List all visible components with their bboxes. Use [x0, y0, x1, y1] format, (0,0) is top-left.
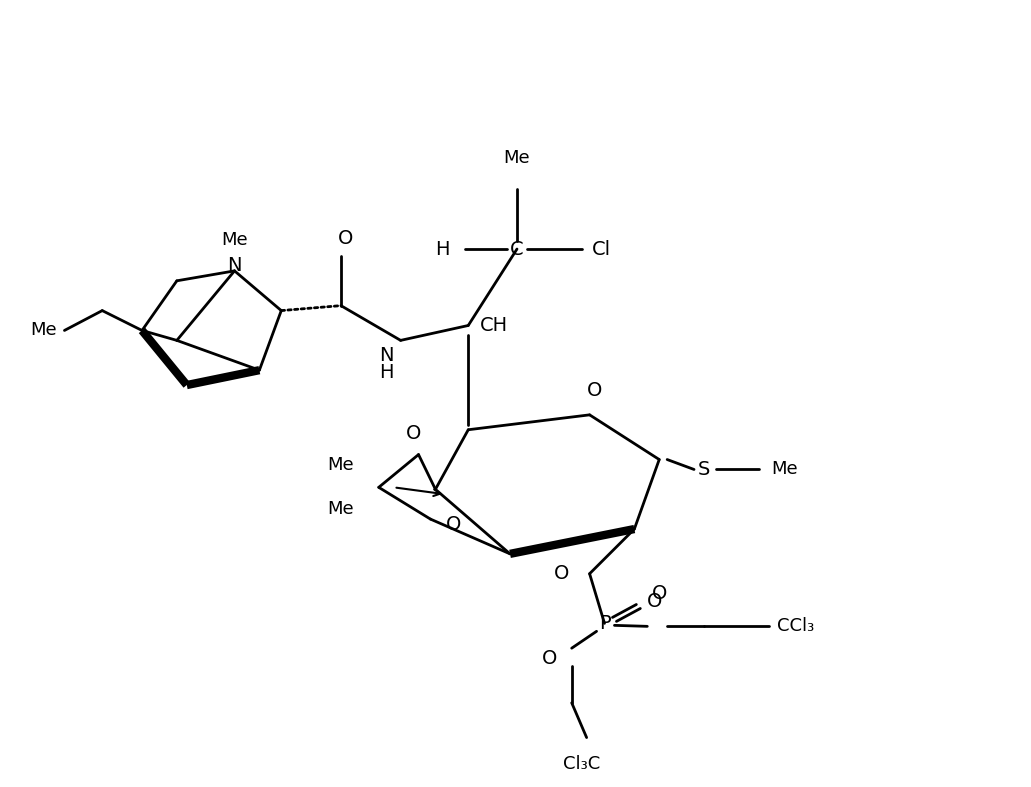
Text: Cl₃C: Cl₃C — [563, 756, 600, 774]
Text: CH: CH — [480, 316, 508, 335]
Text: H: H — [435, 239, 450, 258]
Text: Cl: Cl — [592, 239, 610, 258]
Text: Me: Me — [771, 460, 798, 478]
Text: O: O — [653, 584, 668, 603]
Text: N: N — [227, 257, 242, 275]
Text: O: O — [338, 229, 354, 248]
Text: Me: Me — [327, 456, 354, 475]
Text: S: S — [698, 460, 710, 479]
Text: P: P — [599, 614, 610, 633]
Text: O: O — [406, 423, 422, 442]
Text: O: O — [555, 564, 570, 583]
Text: O: O — [587, 381, 602, 400]
Text: Me: Me — [327, 501, 354, 518]
Text: Me: Me — [504, 149, 530, 167]
Text: Me: Me — [222, 231, 247, 249]
Text: N: N — [379, 345, 394, 364]
Text: C: C — [510, 239, 524, 258]
Text: O: O — [541, 648, 557, 667]
Text: O: O — [646, 593, 662, 611]
Text: H: H — [379, 363, 394, 382]
Text: Me: Me — [31, 321, 58, 339]
Text: O: O — [445, 515, 461, 534]
Text: CCl₃: CCl₃ — [776, 617, 813, 635]
